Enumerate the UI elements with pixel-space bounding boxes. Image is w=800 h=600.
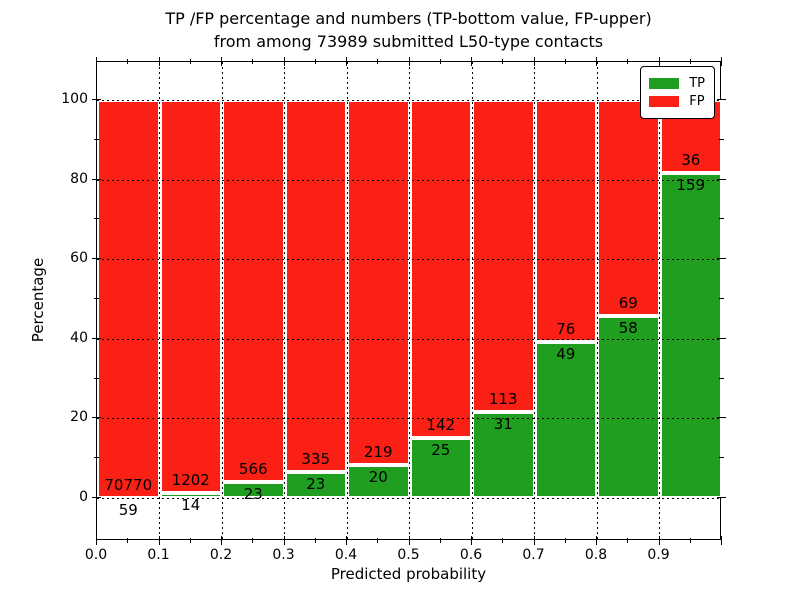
fp-count-label: 1202 bbox=[171, 471, 210, 490]
legend: TP FP bbox=[640, 66, 715, 119]
chart-title-line2: from among 73989 submitted L50-type cont… bbox=[213, 32, 604, 51]
bar-fp-segment bbox=[472, 100, 535, 413]
x-tick-label: 0.6 bbox=[459, 547, 483, 563]
tp-count-label: 31 bbox=[493, 415, 513, 434]
bar-tp-segment bbox=[284, 472, 347, 498]
bar-tp-segment bbox=[409, 438, 472, 498]
chart-title: TP /FP percentage and numbers (TP-bottom… bbox=[96, 7, 721, 53]
bar-tp-segment bbox=[347, 464, 410, 498]
x-tick-label: 0.7 bbox=[522, 547, 545, 563]
bar-fp-segment bbox=[597, 100, 660, 317]
bar-fp-segment bbox=[534, 100, 597, 342]
fp-count-label: 113 bbox=[488, 390, 518, 409]
fp-count-label: 566 bbox=[238, 460, 268, 479]
chart-title-line1: TP /FP percentage and numbers (TP-bottom… bbox=[165, 9, 652, 28]
y-tick-label: 20 bbox=[70, 409, 88, 426]
bar-tp-segment bbox=[534, 341, 597, 498]
bar-tp-segment bbox=[222, 482, 285, 498]
y-tick-label: 40 bbox=[70, 329, 88, 346]
tp-count-label: 59 bbox=[118, 500, 138, 519]
tp-count-label: 159 bbox=[676, 176, 706, 195]
fp-count-label: 335 bbox=[301, 450, 331, 469]
tp-legend-swatch bbox=[649, 78, 680, 89]
tp-count-label: 20 bbox=[368, 467, 388, 486]
y-tick-label: 80 bbox=[70, 170, 88, 187]
axis-tick bbox=[721, 56, 722, 66]
bar-fp-segment bbox=[159, 100, 222, 494]
fp-count-label: 70770 bbox=[104, 475, 153, 494]
tp-count-label: 23 bbox=[306, 475, 326, 494]
fp-count-label: 76 bbox=[556, 319, 576, 338]
bar-fp-segment bbox=[284, 100, 347, 473]
x-tick-label: 0.2 bbox=[209, 547, 233, 563]
fp-count-label: 219 bbox=[363, 442, 393, 461]
fp-legend-label: FP bbox=[689, 94, 705, 109]
tp-legend-label: TP bbox=[689, 76, 705, 91]
tp-count-label: 23 bbox=[243, 485, 263, 504]
x-tick-label: 0.3 bbox=[272, 547, 295, 563]
bar-count-labels: 70770 59 1202 14 566 23 335 23 219 20 142 25 113 31 76… bbox=[97, 62, 720, 539]
x-axis-label: Predicted probability bbox=[330, 565, 487, 583]
bar-tp-segment bbox=[597, 316, 660, 498]
x-tick-label: 0.4 bbox=[334, 547, 358, 563]
legend-row-fp: FP bbox=[649, 94, 705, 109]
legend-row-tp: TP bbox=[649, 76, 705, 91]
y-tick-label: 60 bbox=[70, 250, 88, 267]
fp-legend-swatch bbox=[649, 96, 680, 107]
bar-fp-segment bbox=[409, 100, 472, 439]
tp-count-label: 25 bbox=[431, 441, 451, 460]
x-tick-label: 0.8 bbox=[584, 547, 608, 563]
tp-count-label: 58 bbox=[618, 319, 638, 338]
tp-count-label: 14 bbox=[181, 496, 201, 515]
x-tick-label: 0.9 bbox=[647, 547, 670, 563]
bar-fp-segment bbox=[347, 100, 410, 465]
bar-tp-segment bbox=[472, 412, 535, 498]
x-tick-label: 0.1 bbox=[147, 547, 170, 563]
plot-area: 70770 59 1202 14 566 23 335 23 219 20 142 25 113 31 76… bbox=[96, 61, 722, 540]
axis-tick bbox=[721, 535, 722, 545]
tp-count-label: 49 bbox=[556, 344, 576, 363]
y-tick-label: 0 bbox=[79, 489, 88, 505]
x-tick-label: 0.0 bbox=[84, 547, 108, 563]
bar-tp-segment bbox=[159, 493, 222, 498]
y-tick-label: 100 bbox=[61, 91, 88, 107]
fp-count-label: 36 bbox=[681, 151, 701, 170]
fp-count-label: 69 bbox=[618, 294, 638, 313]
fp-count-label: 142 bbox=[426, 416, 456, 435]
x-tick-label: 0.5 bbox=[397, 547, 420, 563]
bar-tp-segment bbox=[659, 173, 722, 498]
